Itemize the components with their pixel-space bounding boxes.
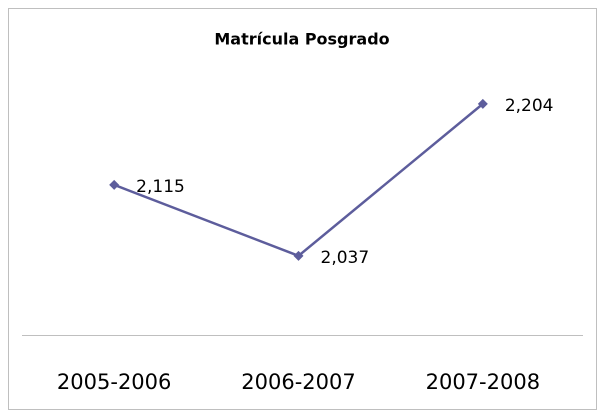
data-point (293, 250, 304, 261)
data-point (109, 179, 120, 190)
data-label: 2,115 (136, 177, 185, 197)
data-label: 2,204 (505, 96, 554, 116)
data-point (477, 98, 488, 109)
x-tick-label: 2007-2008 (426, 370, 540, 394)
x-tick-label: 2005-2006 (57, 370, 171, 394)
x-tick-label: 2006-2007 (241, 370, 355, 394)
data-label: 2,037 (321, 248, 370, 268)
chart-title: Matrícula Posgrado (214, 30, 389, 49)
chart-border (8, 8, 597, 410)
